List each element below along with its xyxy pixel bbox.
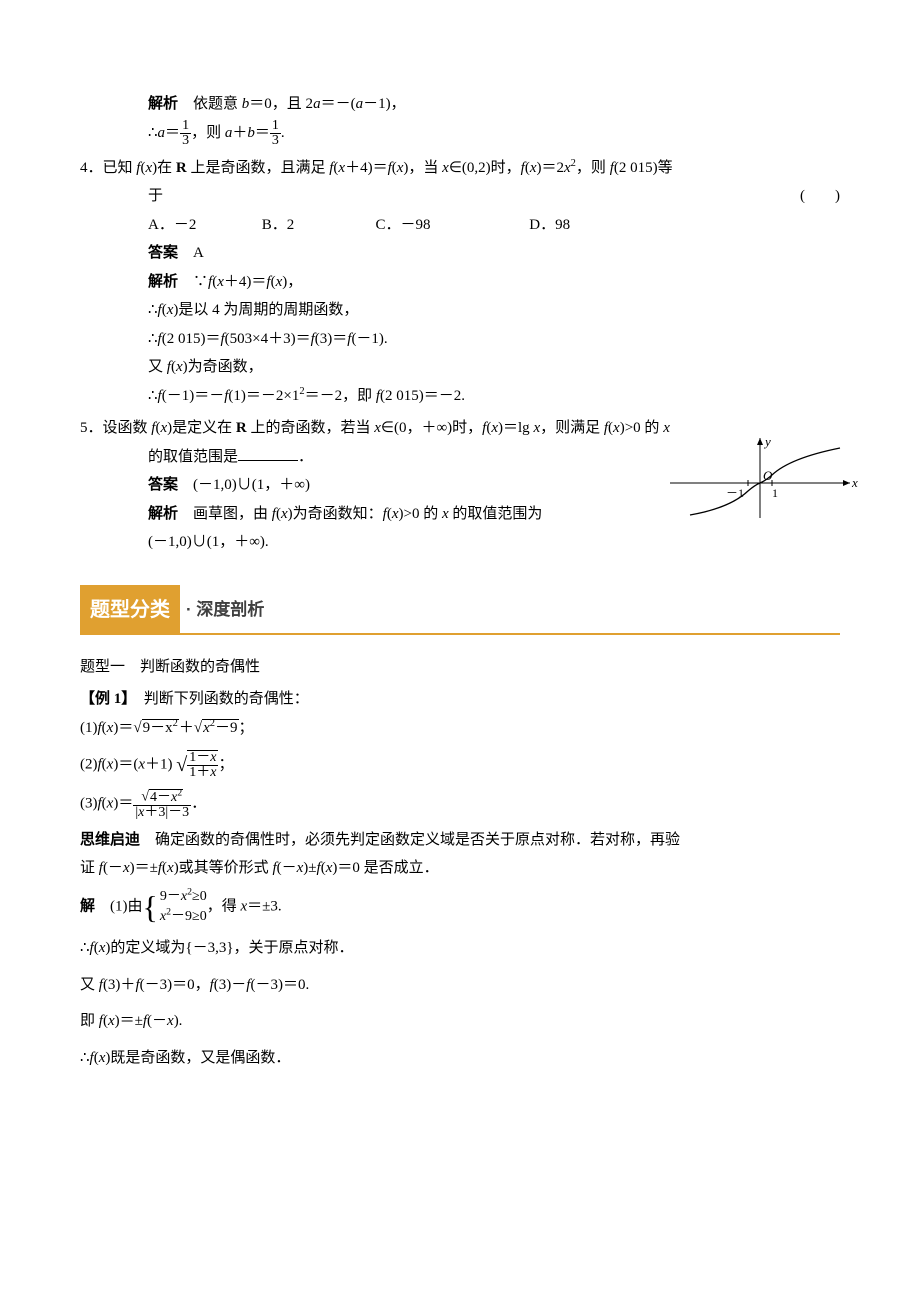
page: 解析 依题意 b＝0，且 2a＝－(a－1)， ∴a＝13，则 a＋b＝13. … (0, 0, 920, 1112)
solution-s5: ∴f(x)既是奇函数，又是偶函数． (80, 1044, 840, 1073)
frac-p3: √4－x2|x＋3|－3 (133, 788, 191, 820)
q4-stem-line2: 于 ( ) (80, 182, 840, 211)
hint-line2: 证 f(－x)＝±f(x)或其等价形式 f(－x)±f(x)＝0 是否成立． (80, 854, 840, 883)
frac-1-3b: 13 (270, 119, 281, 148)
q4-sol3: ∴f(2 015)＝f(503×4＋3)＝f(3)＝f(－1). (80, 325, 840, 354)
solution-label: 解 (80, 898, 95, 914)
choice-b: B．2 (262, 211, 372, 240)
type1-title: 题型一 判断函数的奇偶性 (80, 653, 840, 682)
q3-line1: 解析 依题意 b＝0，且 2a＝－(a－1)， (148, 90, 840, 119)
q4-sol2: ∴f(x)是以 4 为周期的周期函数， (80, 296, 840, 325)
hint-label: 思维启迪 (80, 832, 140, 848)
svg-text:y: y (763, 434, 771, 449)
q3-line2: ∴a＝13，则 a＋b＝13. (148, 119, 840, 148)
q4-sol1: 解析 ∵f(x＋4)＝f(x)， (80, 268, 840, 297)
section-subtitle: · 深度剖析 (186, 594, 264, 632)
graph: x y O 1 －1 (660, 433, 860, 534)
example-1-stem: 【例 1】 判断下列函数的奇偶性： (80, 685, 840, 714)
q4-sol4: 又 f(x)为奇函数， (80, 353, 840, 382)
svg-text:1: 1 (772, 486, 778, 500)
hint: 思维启迪 确定函数的奇偶性时，必须先判定函数定义域是否关于原点对称．若对称，再验 (80, 826, 840, 855)
blank (238, 445, 298, 461)
q4-stem: 4．已知 f(x)在 R 上是奇函数，且满足 f(x＋4)＝f(x)，当 x∈(… (80, 154, 840, 183)
brace-system: {9－x2≥0x2－9≥0 (143, 887, 207, 927)
answer-label: 答案 (148, 477, 178, 493)
svg-text:O: O (763, 468, 773, 483)
analysis-label: 解析 (148, 274, 178, 290)
answer-label: 答案 (148, 245, 178, 261)
ex1-p3: (3)f(x)＝√4－x2|x＋3|－3． (80, 788, 840, 820)
section-header: 题型分类 · 深度剖析 (80, 585, 840, 635)
q3-analysis: 解析 依题意 b＝0，且 2a＝－(a－1)， ∴a＝13，则 a＋b＝13. (80, 90, 840, 148)
example-label: 【例 1】 (80, 691, 129, 707)
frac-p2: 1－x1＋x (187, 750, 218, 780)
paren: ( ) (800, 182, 840, 211)
analysis-label: 解析 (148, 96, 178, 112)
solution-s4: 即 f(x)＝±f(－x). (80, 1007, 840, 1036)
frac-1-3: 13 (180, 119, 191, 148)
section-title: 题型分类 (80, 585, 180, 633)
odd-function-graph: x y O 1 －1 (660, 433, 860, 523)
q4-sol5: ∴f(－1)＝－f(1)＝－2×12＝－2，即 f(2 015)＝－2. (80, 382, 840, 411)
solution-s2: ∴f(x)的定义域为{－3,3}，关于原点对称． (80, 934, 840, 963)
choice-a: A．－2 (148, 211, 258, 240)
solution-s3: 又 f(3)＋f(－3)＝0，f(3)－f(－3)＝0. (80, 971, 840, 1000)
analysis-label: 解析 (148, 506, 178, 522)
choice-d: D．98 (529, 211, 629, 240)
q5: 5．设函数 f(x)是定义在 R 上的奇函数，若当 x∈(0，＋∞)时，f(x)… (80, 414, 840, 557)
ex1-p2: (2)f(x)＝(x＋1) √1－x1＋x； (80, 746, 840, 784)
choice-c: C．－98 (376, 211, 526, 240)
q4-answer: 答案 A (80, 239, 840, 268)
svg-text:－1: －1 (726, 486, 744, 500)
q4-choices: A．－2 B．2 C．－98 D．98 (80, 211, 840, 240)
solution-s1: 解 (1)由{9－x2≥0x2－9≥0，得 x＝±3. (80, 887, 840, 927)
q4: 4．已知 f(x)在 R 上是奇函数，且满足 f(x＋4)＝f(x)，当 x∈(… (80, 154, 840, 411)
svg-text:x: x (851, 475, 858, 490)
ex1-p1: (1)f(x)＝√9－x2＋√x2－9； (80, 714, 840, 743)
